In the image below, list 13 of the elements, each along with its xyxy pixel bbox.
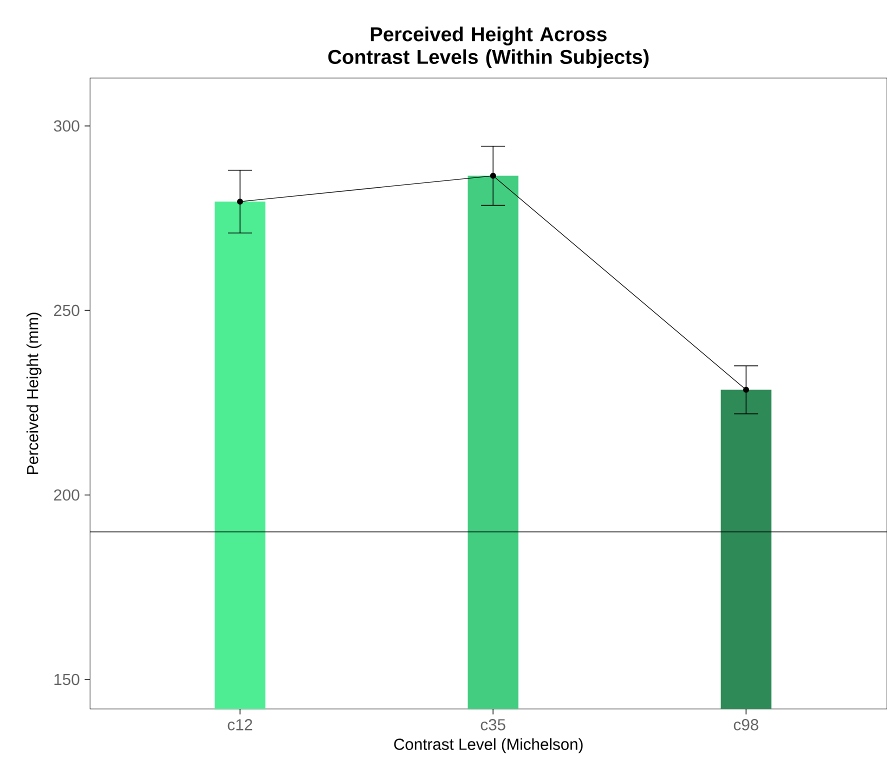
chart-title: Perceived Height Across Contrast Levels (Within Subjects) xyxy=(328,26,649,68)
y-tick-label: 250 xyxy=(54,304,80,316)
y-axis-title: Perceived Height (mm) xyxy=(26,312,42,474)
y-tick-label: 200 xyxy=(54,489,80,501)
x-tick-label: c12 xyxy=(228,719,252,730)
y-tick-label: 300 xyxy=(54,120,80,132)
y-tick-label: 150 xyxy=(54,674,80,686)
point xyxy=(237,198,244,205)
x-tick-label: c98 xyxy=(734,719,758,730)
point xyxy=(490,172,496,179)
x-tick-label: c35 xyxy=(480,719,506,730)
x-axis-title: Contrast Level (Michelson) xyxy=(394,738,583,754)
point xyxy=(743,386,750,393)
